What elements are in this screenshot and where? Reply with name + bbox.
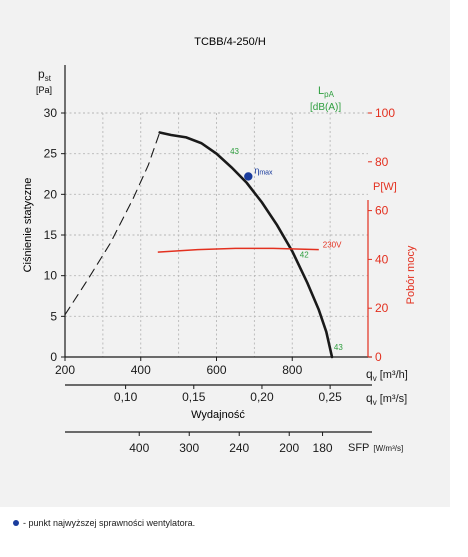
noise-label: 43	[334, 343, 343, 352]
x-tick-label: 800	[282, 363, 302, 377]
power-curve	[157, 247, 319, 253]
y-tick-label: 0	[50, 350, 57, 364]
annotations: 230V 43 42 43 ηmax	[230, 147, 343, 352]
y2-tick-label: 20	[375, 301, 389, 315]
eta-max-label: ηmax	[254, 165, 273, 176]
sfp-tick-label: 180	[313, 441, 333, 455]
x-primary-label: qv [m³/h]	[366, 367, 408, 383]
y-unit: [Pa]	[36, 85, 52, 95]
y-unit-symbol: pst	[38, 67, 52, 83]
fan-curve	[158, 131, 334, 359]
chart-title: TCBB/4-250/H	[194, 36, 266, 48]
series	[64, 131, 334, 359]
sfp-tick-label: 300	[179, 441, 199, 455]
sfp-tick-label: 400	[129, 441, 149, 455]
x-secondary-label: qv [m³/s]	[366, 391, 407, 407]
y2-tick-label: 40	[375, 252, 389, 266]
y-tick-label: 5	[50, 309, 57, 323]
sfp-tick-label: 240	[229, 441, 249, 455]
noise-symbol: LpA	[318, 85, 335, 99]
x-tick-label: 600	[206, 363, 226, 377]
axes	[64, 65, 372, 433]
eta-max-legend-dot	[13, 520, 19, 526]
noise-label: 42	[300, 251, 309, 260]
y-tick-label: 25	[44, 147, 58, 161]
x-axis-title: Wydajność	[191, 409, 245, 421]
power-axis-title: Pobór mocy	[405, 245, 417, 304]
chart-frame: TCBB/4-250/H pst [Pa] Ciśnienie statyczn…	[0, 0, 450, 507]
eta-max-point	[244, 172, 253, 181]
power-unit-label: P[W]	[373, 181, 397, 193]
x2-tick-label: 0,10	[114, 390, 138, 404]
power-curve-label: 230V	[323, 241, 342, 250]
y-tick-label: 10	[44, 269, 58, 283]
sfp-tick-label: 200	[279, 441, 299, 455]
footnote: - punkt najwyższej sprawności wentylator…	[13, 518, 195, 528]
y-tick-label: 30	[44, 106, 58, 120]
x2-tick-label: 0,25	[318, 390, 342, 404]
fan-curve-unstable	[64, 131, 161, 316]
grid	[65, 112, 368, 357]
y-axis-title: Ciśnienie statyczne	[22, 178, 34, 273]
y-tick-label: 20	[44, 187, 58, 201]
x-tick-label: 200	[55, 363, 75, 377]
y2-tick-label: 0	[375, 350, 382, 364]
x2-tick-label: 0,20	[250, 390, 274, 404]
footnote-text: - punkt najwyższej sprawności wentylator…	[23, 518, 196, 528]
y2-tick-label: 100	[375, 106, 395, 120]
y2-tick-label: 60	[375, 204, 389, 218]
noise-unit: [dB(A)]	[310, 102, 341, 113]
fan-curve-chart: TCBB/4-250/H pst [Pa] Ciśnienie statyczn…	[22, 36, 417, 455]
y2-tick-label: 80	[375, 155, 389, 169]
x2-tick-label: 0,15	[182, 390, 206, 404]
x-tick-label: 400	[131, 363, 151, 377]
sfp-label: SFP [W/m³/s]	[348, 442, 403, 454]
y-tick-label: 15	[44, 228, 58, 242]
noise-label: 43	[230, 147, 239, 156]
